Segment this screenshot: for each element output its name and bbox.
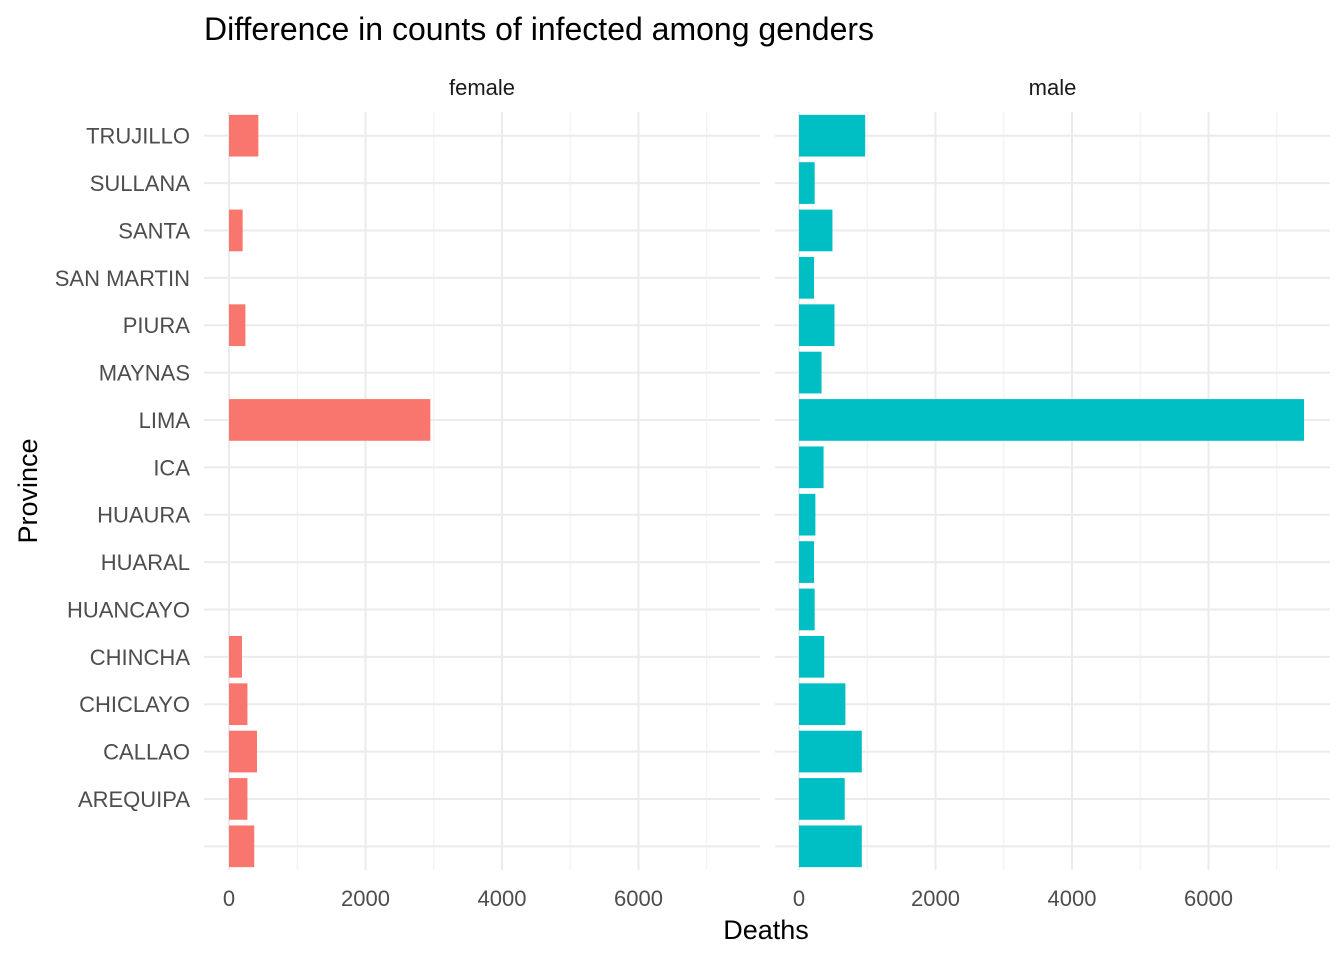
y-tick-label: MAYNAS [99, 361, 190, 386]
bar-male-SAN MARTIN [799, 256, 815, 299]
y-tick-label: SULLANA [90, 171, 191, 196]
bar-male-AREQUIPA [799, 778, 845, 820]
bar-male-SULLANA [799, 162, 815, 204]
bar-male-SANTA [799, 209, 833, 252]
y-tick-label: CHICLAYO [79, 692, 190, 717]
y-tick-label: CHINCHA [90, 645, 191, 670]
bar-male-HUAURA [799, 493, 816, 536]
bar-male-PIURA [799, 304, 835, 347]
facet-label-male: male [1029, 75, 1077, 100]
bar-male-CHICLAYO [799, 683, 846, 726]
y-tick-label: HUAURA [97, 503, 190, 528]
x-tick-label: 4000 [1048, 886, 1097, 911]
bar-male-HUANCAYO [799, 588, 815, 631]
bar-female-CALLAO [229, 730, 257, 773]
x-axis-title: Deaths [723, 915, 809, 945]
y-tick-label: SAN MARTIN [55, 266, 190, 291]
bar-male-CALLAO [799, 730, 862, 773]
x-tick-label: 2000 [341, 886, 390, 911]
bar-female-LIMA [229, 399, 431, 441]
y-axis-title: Province [13, 438, 43, 543]
x-tick-label: 0 [223, 886, 235, 911]
bar-male-TRUJILLO [799, 114, 866, 157]
y-tick-label: CALLAO [103, 740, 190, 765]
x-tick-label: 6000 [1184, 886, 1233, 911]
bar-female-blank [229, 825, 255, 868]
x-tick-label: 2000 [911, 886, 960, 911]
bar-female-AREQUIPA [229, 778, 248, 820]
bar-female-SANTA [229, 209, 243, 252]
y-tick-label: SANTA [118, 218, 190, 243]
bar-female-PIURA [229, 304, 246, 347]
facet-label-female: female [449, 75, 515, 100]
y-tick-label: AREQUIPA [78, 787, 190, 812]
chart-title: Difference in counts of infected among g… [204, 11, 874, 47]
x-tick-label: 6000 [614, 886, 663, 911]
bar-male-HUARAL [799, 541, 815, 583]
bar-male-CHINCHA [799, 635, 825, 678]
y-tick-label: LIMA [139, 408, 191, 433]
bar-female-CHICLAYO [229, 683, 248, 726]
y-tick-label: ICA [153, 455, 190, 480]
y-tick-label: HUARAL [101, 550, 190, 575]
bar-female-CHINCHA [229, 635, 242, 678]
bar-male-blank [799, 825, 862, 868]
bar-male-ICA [799, 446, 824, 489]
x-tick-label: 0 [793, 886, 805, 911]
y-tick-label: HUANCAYO [67, 597, 190, 622]
bar-male-MAYNAS [799, 351, 822, 394]
x-tick-label: 4000 [478, 886, 527, 911]
y-tick-label: TRUJILLO [86, 124, 190, 149]
bar-male-LIMA [799, 399, 1305, 441]
y-tick-label: PIURA [123, 313, 191, 338]
bar-female-TRUJILLO [229, 114, 259, 157]
